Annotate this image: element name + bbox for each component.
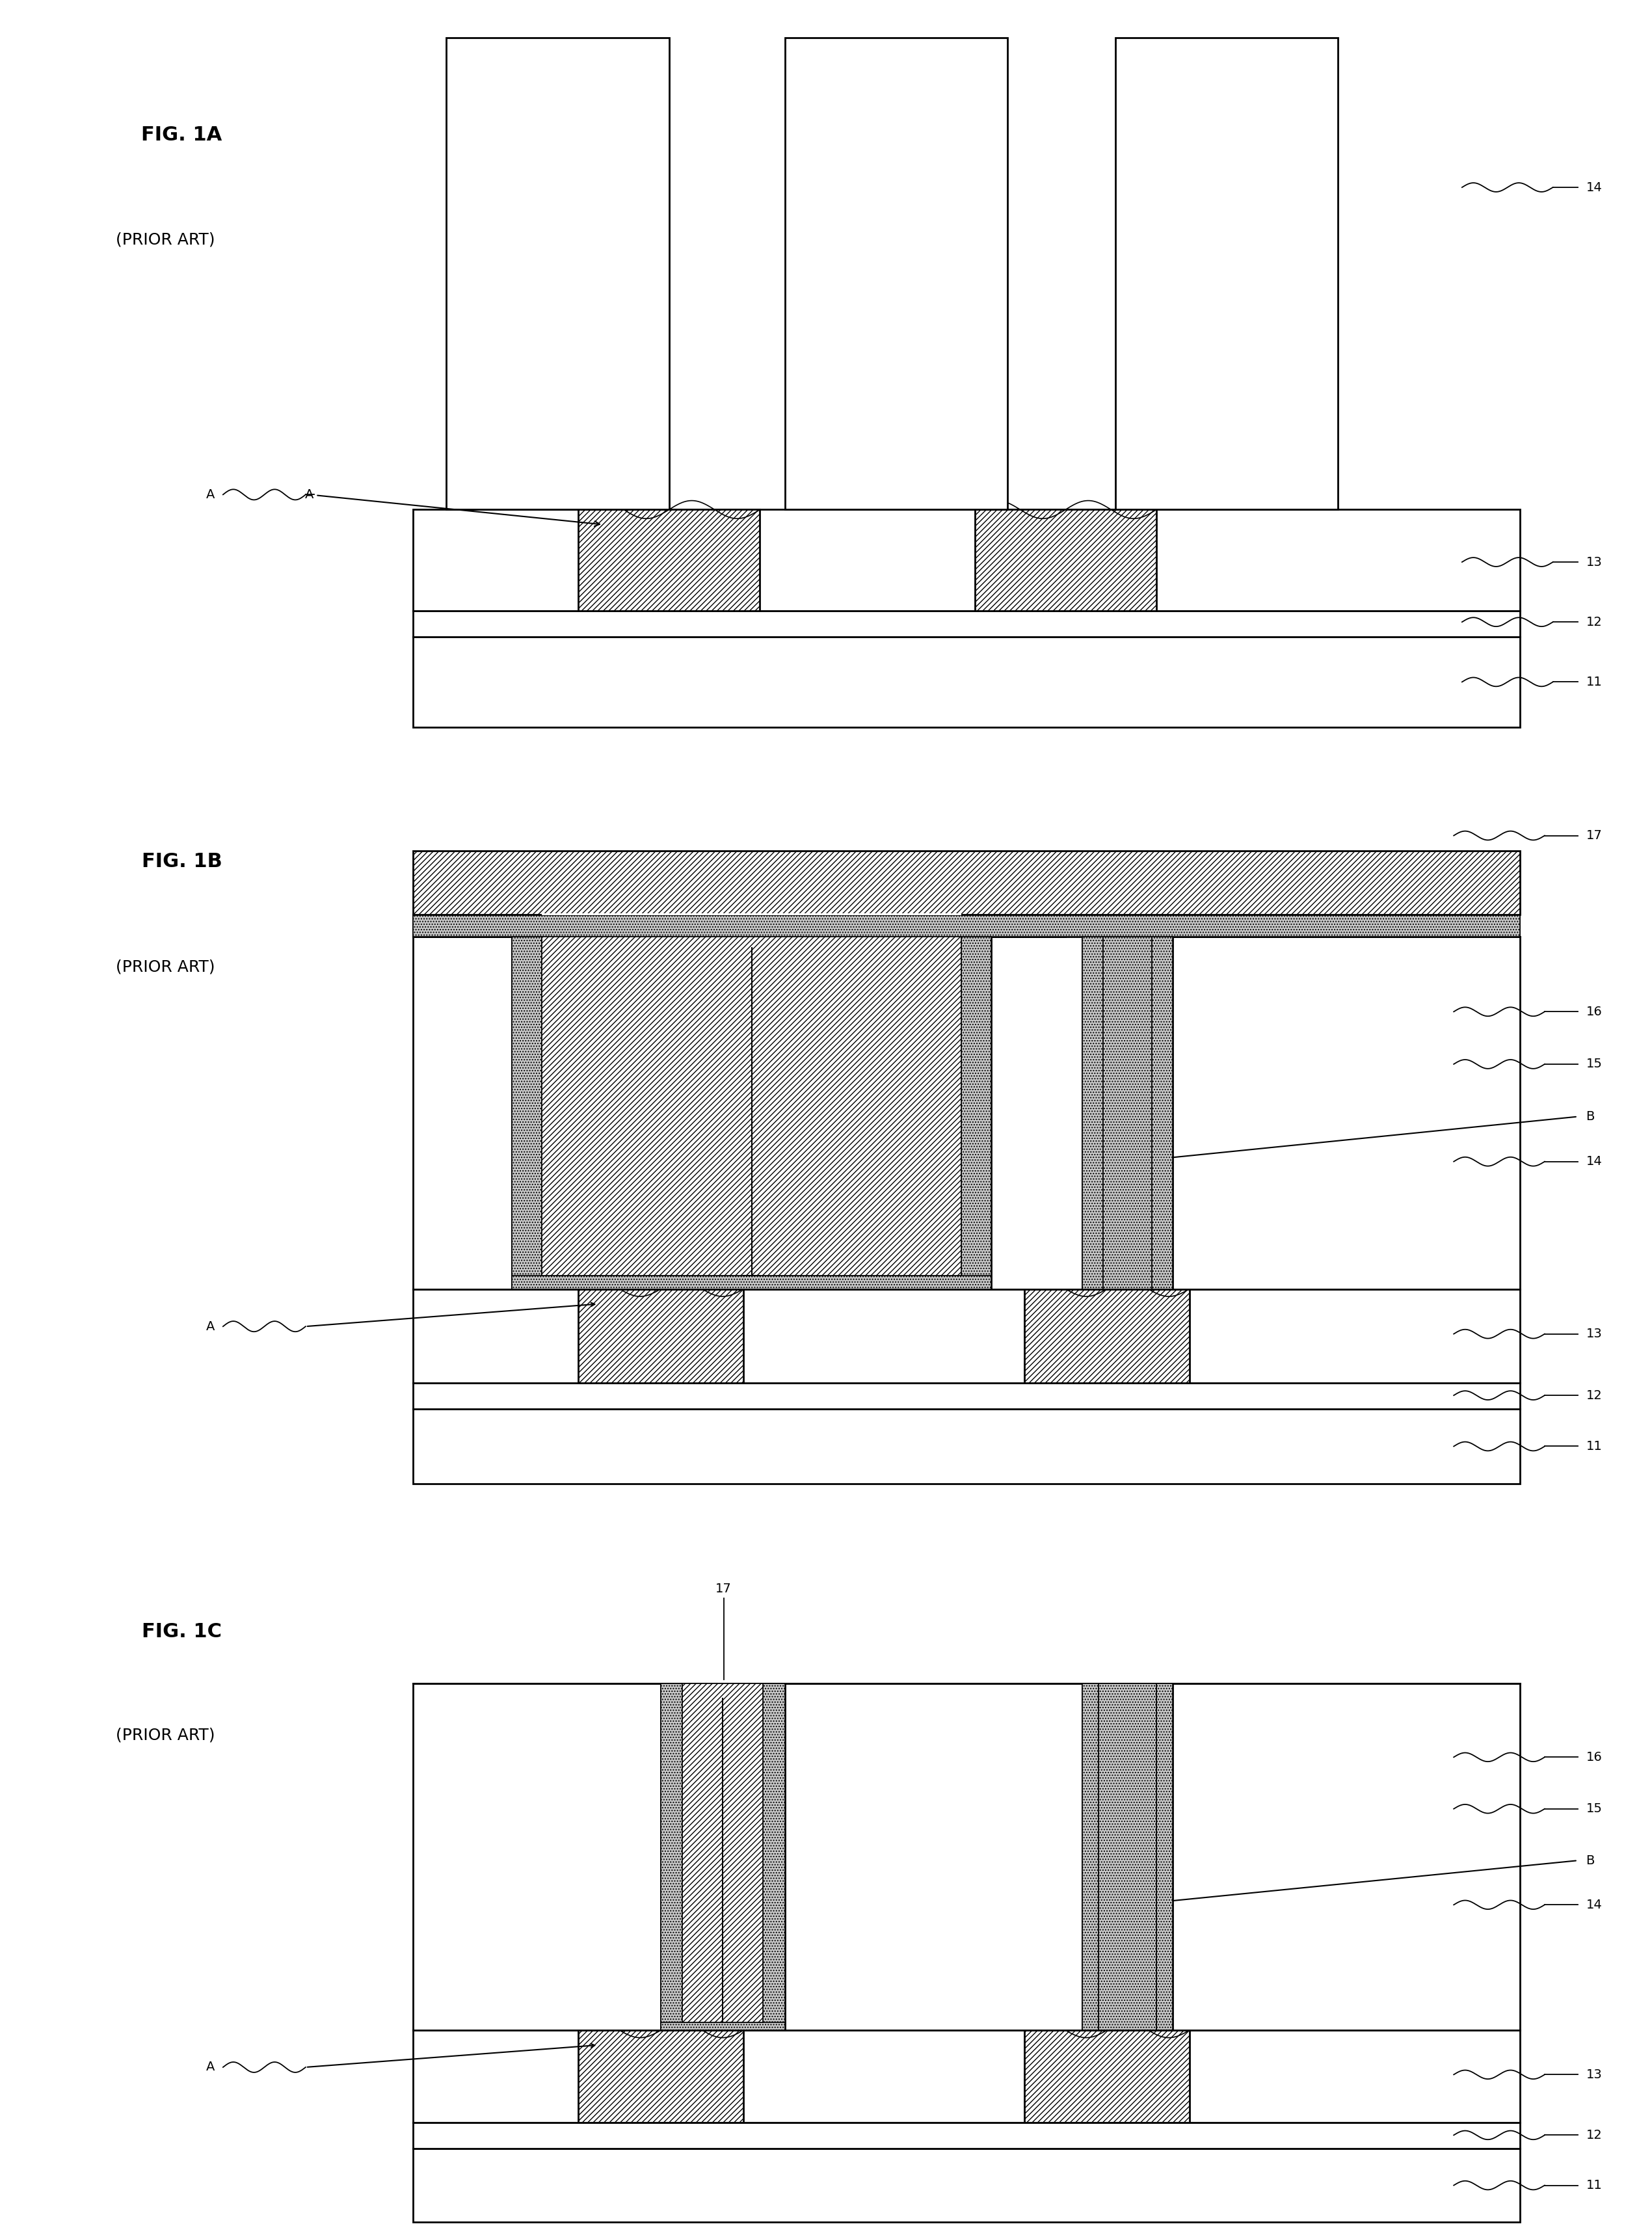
- Text: 11: 11: [1586, 1441, 1602, 1452]
- Bar: [1082, 937, 1173, 1289]
- Bar: [413, 915, 1520, 937]
- Bar: [512, 937, 542, 1289]
- Bar: [1024, 1289, 1189, 1382]
- Text: 12: 12: [1586, 1389, 1602, 1403]
- Bar: [512, 937, 991, 1289]
- Text: 17: 17: [1586, 830, 1602, 841]
- Text: 13: 13: [1586, 555, 1602, 568]
- Bar: [975, 510, 1156, 611]
- Text: B: B: [1586, 1854, 1594, 1866]
- Text: 15: 15: [1586, 1803, 1602, 1814]
- Text: 14: 14: [1586, 1154, 1602, 1168]
- Bar: [1156, 1682, 1173, 2031]
- Bar: [578, 510, 760, 611]
- Text: 11: 11: [1586, 2179, 1602, 2192]
- Text: 13: 13: [1586, 2069, 1602, 2080]
- Text: 13: 13: [1586, 1329, 1602, 1340]
- Text: (PRIOR ART): (PRIOR ART): [116, 233, 215, 248]
- Bar: [446, 38, 669, 510]
- Text: B: B: [1586, 1110, 1594, 1123]
- Bar: [1099, 1682, 1156, 2031]
- Bar: [413, 638, 1520, 727]
- Text: FIG. 1C: FIG. 1C: [142, 1622, 221, 1642]
- Text: A: A: [306, 488, 600, 526]
- Bar: [413, 1382, 1520, 1409]
- Bar: [661, 2022, 785, 2031]
- Bar: [1082, 1682, 1099, 2031]
- Bar: [413, 1289, 1520, 1382]
- Bar: [1104, 937, 1151, 1289]
- Text: A: A: [206, 2060, 215, 2074]
- Bar: [413, 510, 1520, 611]
- Bar: [413, 915, 1520, 937]
- Bar: [413, 850, 1520, 915]
- Bar: [542, 937, 961, 1275]
- Bar: [512, 1275, 991, 1289]
- Bar: [961, 937, 991, 1289]
- Text: 15: 15: [1586, 1058, 1602, 1069]
- Bar: [578, 2031, 743, 2123]
- Bar: [763, 1682, 785, 2031]
- Text: (PRIOR ART): (PRIOR ART): [116, 1727, 215, 1743]
- Bar: [413, 937, 1520, 1289]
- Text: 14: 14: [1586, 181, 1602, 195]
- Bar: [413, 2123, 1520, 2148]
- Bar: [682, 1682, 763, 2022]
- Text: 16: 16: [1586, 1004, 1602, 1018]
- Bar: [1115, 38, 1338, 510]
- Bar: [578, 1289, 743, 1382]
- Bar: [413, 2148, 1520, 2221]
- Text: 16: 16: [1586, 1752, 1602, 1763]
- Bar: [1151, 937, 1173, 1289]
- Text: (PRIOR ART): (PRIOR ART): [116, 960, 215, 975]
- Bar: [661, 1682, 785, 2031]
- Text: FIG. 1B: FIG. 1B: [142, 852, 221, 870]
- Bar: [413, 611, 1520, 638]
- Text: 17: 17: [715, 1582, 732, 1595]
- Text: 12: 12: [1586, 615, 1602, 629]
- Text: FIG. 1A: FIG. 1A: [142, 125, 221, 145]
- Text: A: A: [206, 1320, 215, 1333]
- Bar: [1024, 2031, 1189, 2123]
- Bar: [413, 1682, 1520, 2031]
- Bar: [661, 1682, 682, 2031]
- Bar: [413, 1409, 1520, 1483]
- Bar: [413, 2031, 1520, 2123]
- Bar: [1082, 937, 1104, 1289]
- Text: A: A: [206, 488, 215, 501]
- Text: 14: 14: [1586, 1899, 1602, 1910]
- Text: 12: 12: [1586, 2130, 1602, 2141]
- Bar: [1082, 1682, 1173, 2031]
- Bar: [785, 38, 1008, 510]
- Text: 11: 11: [1586, 676, 1602, 689]
